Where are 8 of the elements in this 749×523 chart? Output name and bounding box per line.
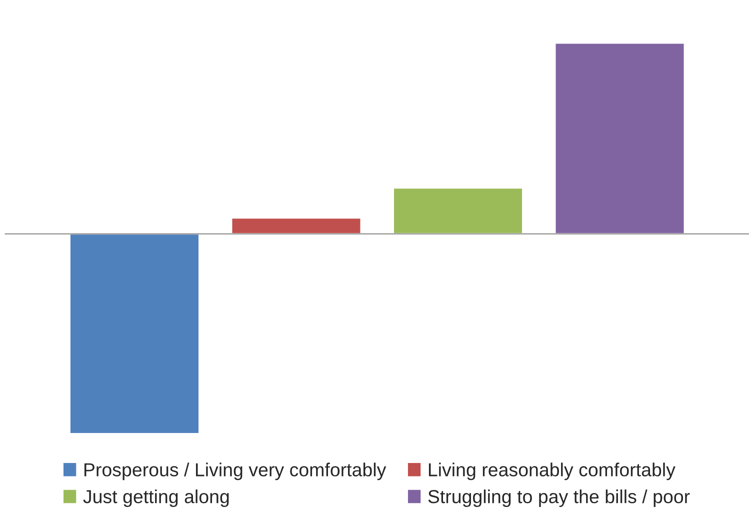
- legend-label: Struggling to pay the bills / poor: [428, 490, 690, 507]
- bar: [554, 42, 686, 235]
- legend-label: Prosperous / Living very comfortably: [84, 462, 386, 480]
- bar: [392, 187, 524, 235]
- legend-label: Living reasonably comfortably: [428, 462, 676, 480]
- legend-label: Just getting along: [83, 490, 229, 507]
- bar: [230, 217, 362, 235]
- bar: [69, 233, 200, 434]
